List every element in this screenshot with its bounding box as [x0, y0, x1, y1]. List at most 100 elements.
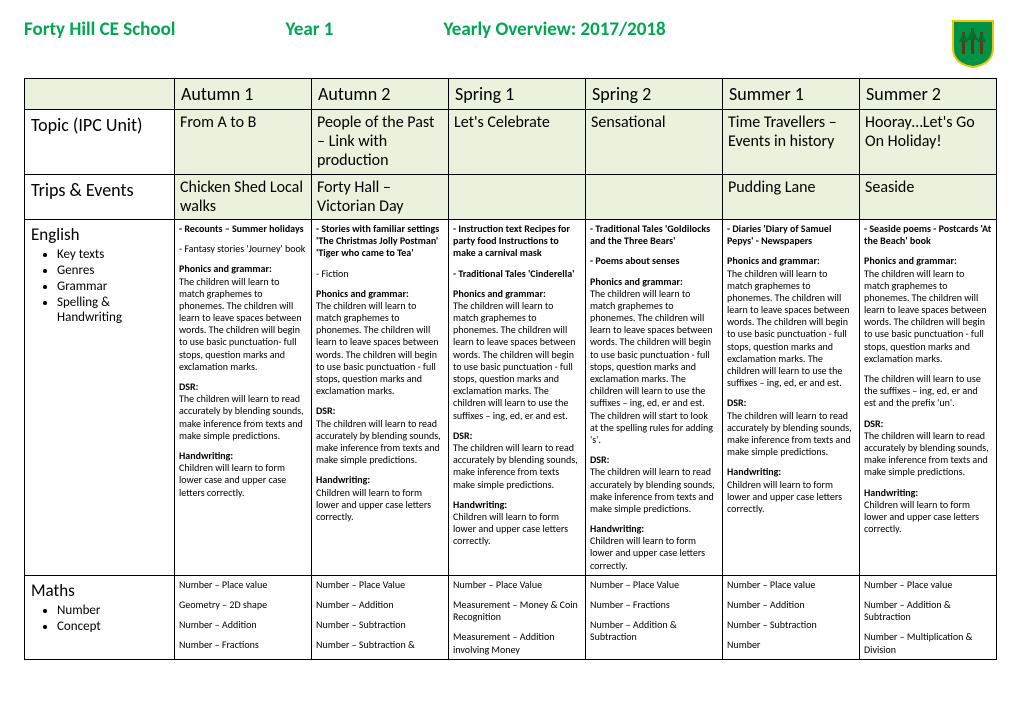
term-summer-2: Summer 2 [860, 79, 997, 110]
lead-text: - Recounts – Summer holidays [179, 222, 304, 235]
pg-body: The children will learn to match graphem… [590, 287, 713, 446]
maths-title: Maths [31, 580, 75, 601]
topic-sp1: Let's Celebrate [449, 110, 586, 175]
dsr-head: DSR: [864, 417, 883, 430]
school-name: Forty Hill CE School [24, 18, 175, 41]
english-su2: - Seaside poems - Postcards 'At the Beac… [860, 219, 997, 575]
pg-body: The children will learn to match graphem… [453, 299, 576, 422]
hw-head: Handwriting: [316, 473, 370, 486]
hw-head: Handwriting: [453, 498, 507, 511]
dsr-head: DSR: [179, 380, 198, 393]
term-spring-1: Spring 1 [449, 79, 586, 110]
pg-body: The children will learn to match graphem… [179, 275, 302, 373]
dsr-head: DSR: [453, 429, 472, 442]
dsr-body: The children will learn to read accurate… [453, 441, 578, 491]
dsr-body: The children will learn to read accurate… [179, 392, 304, 442]
pg-body: The children will learn to match graphem… [727, 267, 850, 390]
maths-item: Number – Subtraction [727, 619, 855, 631]
maths-bullet: Number [57, 603, 168, 618]
english-su1: - Diaries 'Diary of Samuel Pepys' - News… [723, 219, 860, 575]
maths-su1: Number – Place value Number – Addition N… [723, 575, 860, 659]
maths-item: Number [727, 639, 855, 651]
english-a1: - Recounts – Summer holidays - Fantasy s… [175, 219, 312, 575]
english-bullet: Genres [57, 263, 168, 278]
topic-row: Topic (IPC Unit) From A to B People of t… [25, 110, 997, 175]
maths-row: Maths Number Concept Number – Place valu… [25, 575, 997, 659]
maths-item: Measurement – Addition involving Money [453, 631, 581, 655]
english-bullet: Grammar [57, 279, 168, 294]
topic-su2: Hooray…Let's Go On Holiday! [860, 110, 997, 175]
trips-sp2 [586, 174, 723, 219]
hw-body: Children will learn to form lower and up… [590, 534, 705, 571]
pg-head: Phonics and grammar: [179, 262, 272, 275]
maths-item: Number – Place Value [453, 579, 581, 591]
blank-head [25, 79, 175, 110]
english-sp1: - Instruction text Recipes for party foo… [449, 219, 586, 575]
dsr-head: DSR: [727, 396, 746, 409]
pg-body: The children will learn to match graphem… [864, 267, 987, 365]
lead-text: - Seaside poems - Postcards 'At the Beac… [864, 222, 991, 247]
texts: - Traditional Tales 'Cinderella' [453, 267, 574, 280]
year-group: Year 1 [285, 18, 333, 41]
pg-head: Phonics and grammar: [864, 254, 957, 267]
topic-su1: Time Travellers – Events in history [723, 110, 860, 175]
maths-item: Number – Addition & Subtraction [864, 599, 992, 623]
term-autumn-2: Autumn 2 [312, 79, 449, 110]
pg-head: Phonics and grammar: [316, 287, 409, 300]
texts: - Fantasy stories 'Journey' book [179, 243, 307, 255]
maths-item: Number – Place value [864, 579, 992, 591]
hw-body: Children will learn to form lower and up… [864, 498, 979, 535]
trips-a2: Forty Hall – Victorian Day [312, 174, 449, 219]
hw-body: Children will learn to form lower and up… [727, 478, 842, 515]
hw-head: Handwriting: [864, 486, 918, 499]
maths-sp1: Number – Place Value Measurement – Money… [449, 575, 586, 659]
maths-su2: Number – Place value Number – Addition &… [860, 575, 997, 659]
maths-item: Number – Multiplication & Division [864, 631, 992, 655]
lead-text: - Instruction text Recipes for party foo… [453, 222, 570, 259]
maths-item: Number – Addition [316, 599, 444, 611]
trips-su1: Pudding Lane [723, 174, 860, 219]
curriculum-table: Autumn 1 Autumn 2 Spring 1 Spring 2 Summ… [24, 78, 997, 660]
maths-item: Number – Fractions [590, 599, 718, 611]
maths-a2: Number – Place Value Number – Addition N… [312, 575, 449, 659]
lead-text: - Diaries 'Diary of Samuel Pepys' - News… [727, 222, 831, 247]
topic-a2: People of the Past – Link with productio… [312, 110, 449, 175]
school-crest-icon [950, 18, 996, 68]
term-spring-2: Spring 2 [586, 79, 723, 110]
english-bullets: Key texts Genres Grammar Spelling & Hand… [31, 247, 168, 325]
trips-label: Trips & Events [25, 174, 175, 219]
texts: - Fiction [316, 268, 444, 280]
terms-row: Autumn 1 Autumn 2 Spring 1 Spring 2 Summ… [25, 79, 997, 110]
dsr-body: The children will learn to read accurate… [727, 409, 852, 459]
lead-text: - Traditional Tales 'Goldilocks and the … [590, 222, 710, 247]
pg-head: Phonics and grammar: [727, 254, 820, 267]
english-row: English Key texts Genres Grammar Spellin… [25, 219, 997, 575]
english-label: English Key texts Genres Grammar Spellin… [25, 219, 175, 575]
maths-item: Number – Fractions [179, 639, 307, 651]
maths-label: Maths Number Concept [25, 575, 175, 659]
maths-sp2: Number – Place Value Number – Fractions … [586, 575, 723, 659]
maths-a1: Number – Place value Geometry – 2D shape… [175, 575, 312, 659]
maths-item: Number – Place value [727, 579, 855, 591]
hw-body: Children will learn to form lower and up… [453, 510, 568, 547]
hw-head: Handwriting: [179, 449, 233, 462]
trips-su2: Seaside [860, 174, 997, 219]
hw-head: Handwriting: [727, 465, 781, 478]
pg-body: The children will learn to match graphem… [316, 299, 439, 397]
maths-item: Number – Addition & Subtraction [590, 619, 718, 643]
topic-sp2: Sensational [586, 110, 723, 175]
maths-item: Measurement – Money & Coin Recognition [453, 599, 581, 623]
term-autumn-1: Autumn 1 [175, 79, 312, 110]
dsr-head: DSR: [590, 453, 609, 466]
overview-title: Yearly Overview: 2017/2018 [443, 18, 665, 41]
english-sp2: - Traditional Tales 'Goldilocks and the … [586, 219, 723, 575]
hw-head: Handwriting: [590, 522, 644, 535]
english-bullet: Key texts [57, 247, 168, 262]
maths-item: Number – Addition [179, 619, 307, 631]
topic-a1: From A to B [175, 110, 312, 175]
texts: - Poems about senses [590, 254, 679, 267]
trips-a1: Chicken Shed Local walks [175, 174, 312, 219]
pg-head: Phonics and grammar: [590, 275, 683, 288]
term-summer-1: Summer 1 [723, 79, 860, 110]
hw-body: Children will learn to form lower and up… [316, 486, 431, 523]
